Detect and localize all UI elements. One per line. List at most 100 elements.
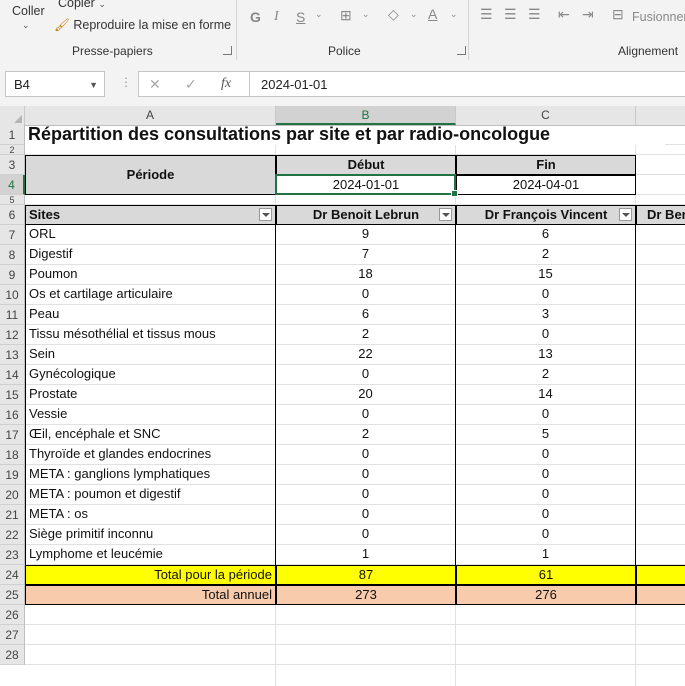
row-header-18[interactable]: 18 bbox=[0, 445, 25, 465]
site-name[interactable]: Sein bbox=[25, 345, 276, 365]
site-name[interactable]: META : ganglions lymphatiques bbox=[25, 465, 276, 485]
row-header-17[interactable]: 17 bbox=[0, 425, 25, 445]
clipboard-dialog-launcher-icon[interactable] bbox=[223, 46, 232, 55]
borders-dropdown-icon[interactable]: ⌄ bbox=[362, 9, 370, 19]
row-header-10[interactable]: 10 bbox=[0, 285, 25, 305]
confirm-icon[interactable]: ✓ bbox=[185, 76, 197, 92]
count-doctor-1[interactable]: 18 bbox=[276, 265, 456, 285]
header-doctor-3[interactable]: Dr Ber bbox=[636, 205, 685, 225]
site-name[interactable]: Poumon bbox=[25, 265, 276, 285]
site-name[interactable]: META : os bbox=[25, 505, 276, 525]
count-doctor-1[interactable]: 0 bbox=[276, 285, 456, 305]
count-doctor-2[interactable]: 1 bbox=[456, 545, 636, 565]
site-name[interactable]: Thyroïde et glandes endocrines bbox=[25, 445, 276, 465]
row-header-9[interactable]: 9 bbox=[0, 265, 25, 285]
underline-dropdown-icon[interactable]: ⌄ bbox=[315, 9, 323, 19]
borders-icon[interactable]: ⊞ bbox=[340, 7, 352, 23]
count-doctor-1[interactable]: 0 bbox=[276, 405, 456, 425]
row-header-20[interactable]: 20 bbox=[0, 485, 25, 505]
count-doctor-2[interactable]: 3 bbox=[456, 305, 636, 325]
debut-value[interactable]: 2024-01-01 bbox=[276, 175, 456, 195]
count-doctor-1[interactable]: 9 bbox=[276, 225, 456, 245]
site-name[interactable]: Digestif bbox=[25, 245, 276, 265]
header-doctor-2[interactable]: Dr François Vincent bbox=[456, 205, 636, 225]
site-name[interactable]: Os et cartilage articulaire bbox=[25, 285, 276, 305]
site-name[interactable]: Vessie bbox=[25, 405, 276, 425]
row-header-25[interactable]: 25 bbox=[0, 585, 25, 605]
count-doctor-1[interactable]: 0 bbox=[276, 365, 456, 385]
count-doctor-1[interactable]: 0 bbox=[276, 505, 456, 525]
row-header-16[interactable]: 16 bbox=[0, 405, 25, 425]
align-left-icon[interactable]: ☰ bbox=[480, 6, 493, 22]
header-sites[interactable]: Sites bbox=[25, 205, 276, 225]
site-name[interactable]: Gynécologique bbox=[25, 365, 276, 385]
row-header-13[interactable]: 13 bbox=[0, 345, 25, 365]
count-doctor-1[interactable]: 0 bbox=[276, 485, 456, 505]
sheet-title[interactable]: Répartition des consultations par site e… bbox=[25, 125, 665, 145]
fin-value[interactable]: 2024-04-01 bbox=[456, 175, 636, 195]
count-doctor-2[interactable]: 0 bbox=[456, 485, 636, 505]
count-doctor-2[interactable]: 2 bbox=[456, 365, 636, 385]
count-doctor-1[interactable]: 2 bbox=[276, 425, 456, 445]
row-header-28[interactable]: 28 bbox=[0, 645, 25, 665]
debut-label[interactable]: Début bbox=[276, 155, 456, 175]
align-center-icon[interactable]: ☰ bbox=[504, 6, 517, 22]
header-doctor-1[interactable]: Dr Benoit Lebrun bbox=[276, 205, 456, 225]
format-painter-button[interactable]: 🖌 Reproduire la mise en forme bbox=[54, 18, 231, 33]
site-name[interactable]: Œil, encéphale et SNC bbox=[25, 425, 276, 445]
count-doctor-2[interactable]: 6 bbox=[456, 225, 636, 245]
column-header-c[interactable]: C bbox=[456, 106, 636, 125]
fill-dropdown-icon[interactable]: ⌄ bbox=[410, 9, 418, 19]
paste-dropdown-icon[interactable]: ⌄ bbox=[22, 20, 30, 30]
row-header-8[interactable]: 8 bbox=[0, 245, 25, 265]
count-doctor-2[interactable]: 2 bbox=[456, 245, 636, 265]
site-name[interactable]: Siège primitif inconnu bbox=[25, 525, 276, 545]
count-doctor-1[interactable]: 7 bbox=[276, 245, 456, 265]
column-header-a[interactable]: A bbox=[25, 106, 276, 125]
count-doctor-2[interactable]: 15 bbox=[456, 265, 636, 285]
select-all-corner[interactable] bbox=[0, 106, 25, 125]
row-header-14[interactable]: 14 bbox=[0, 365, 25, 385]
count-doctor-2[interactable]: 0 bbox=[456, 505, 636, 525]
total-period-doctor-1[interactable]: 87 bbox=[276, 565, 456, 585]
row-header-1[interactable]: 1 bbox=[0, 125, 25, 145]
filter-dropdown-icon[interactable] bbox=[619, 208, 632, 221]
count-doctor-2[interactable]: 13 bbox=[456, 345, 636, 365]
align-right-icon[interactable]: ☰ bbox=[528, 6, 541, 22]
total-annual-label[interactable]: Total annuel bbox=[25, 585, 276, 605]
row-header-22[interactable]: 22 bbox=[0, 525, 25, 545]
filter-dropdown-icon[interactable] bbox=[439, 208, 452, 221]
copy-button[interactable]: Copier ⌄ bbox=[58, 0, 106, 10]
row-header-21[interactable]: 21 bbox=[0, 505, 25, 525]
count-doctor-1[interactable]: 22 bbox=[276, 345, 456, 365]
increase-indent-icon[interactable]: ⇥ bbox=[582, 6, 594, 22]
total-annual-doctor-2[interactable]: 276 bbox=[456, 585, 636, 605]
count-doctor-2[interactable]: 0 bbox=[456, 445, 636, 465]
row-header-23[interactable]: 23 bbox=[0, 545, 25, 565]
paste-button[interactable]: Coller bbox=[12, 4, 45, 18]
total-annual-doctor-3[interactable] bbox=[636, 585, 685, 605]
row-header-27[interactable]: 27 bbox=[0, 625, 25, 645]
row-header-11[interactable]: 11 bbox=[0, 305, 25, 325]
italic-button[interactable]: I bbox=[274, 9, 279, 24]
fin-label[interactable]: Fin bbox=[456, 155, 636, 175]
column-header-d[interactable] bbox=[636, 106, 685, 125]
count-doctor-1[interactable]: 20 bbox=[276, 385, 456, 405]
name-box-dropdown-icon[interactable]: ▼ bbox=[89, 80, 98, 90]
count-doctor-2[interactable]: 0 bbox=[456, 325, 636, 345]
site-name[interactable]: Tissu mésothélial et tissus mous bbox=[25, 325, 276, 345]
insert-function-button[interactable]: fx bbox=[221, 76, 232, 91]
filter-dropdown-icon[interactable] bbox=[259, 208, 272, 221]
count-doctor-2[interactable]: 0 bbox=[456, 465, 636, 485]
total-period-doctor-2[interactable]: 61 bbox=[456, 565, 636, 585]
site-name[interactable]: Prostate bbox=[25, 385, 276, 405]
merge-button[interactable]: Fusionner bbox=[632, 10, 685, 24]
count-doctor-2[interactable]: 14 bbox=[456, 385, 636, 405]
site-name[interactable]: Peau bbox=[25, 305, 276, 325]
row-header-4[interactable]: 4 bbox=[0, 175, 25, 195]
count-doctor-1[interactable]: 2 bbox=[276, 325, 456, 345]
row-header-5[interactable]: 5 bbox=[0, 195, 25, 205]
count-doctor-1[interactable]: 0 bbox=[276, 525, 456, 545]
count-doctor-2[interactable]: 0 bbox=[456, 405, 636, 425]
count-doctor-2[interactable]: 5 bbox=[456, 425, 636, 445]
